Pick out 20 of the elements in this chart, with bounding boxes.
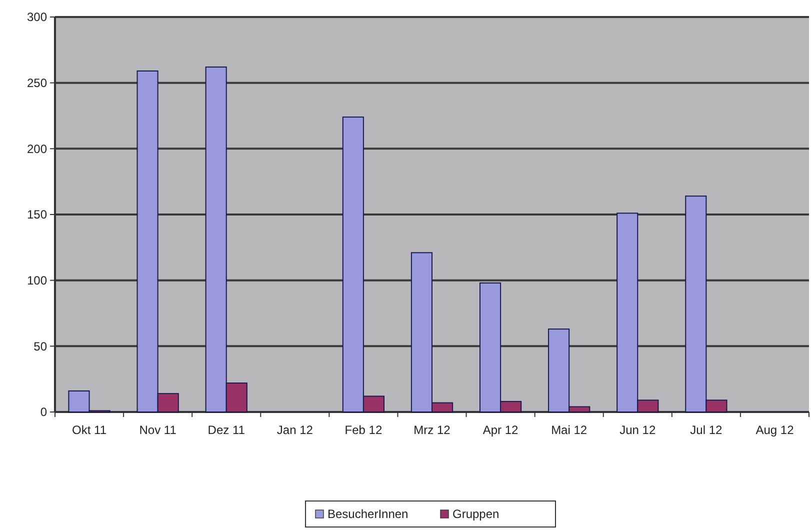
y-tick-label: 150 bbox=[26, 208, 48, 222]
x-tick-label: Jun 12 bbox=[620, 423, 656, 437]
x-tick-label: Jan 12 bbox=[276, 423, 314, 437]
x-tick-label: Dez 11 bbox=[208, 423, 246, 437]
x-tick-label: Feb 12 bbox=[344, 423, 382, 437]
y-tick-label: 0 bbox=[40, 405, 48, 420]
y-tick-label: 100 bbox=[26, 274, 48, 288]
x-tick-label: Mrz 12 bbox=[414, 423, 451, 437]
y-tick-label: 300 bbox=[26, 10, 48, 24]
y-tick-label: 250 bbox=[26, 76, 48, 90]
x-tick-label: Apr 12 bbox=[482, 423, 519, 437]
x-tick-label: Aug 12 bbox=[756, 423, 794, 437]
x-tick-label: Jul 12 bbox=[690, 423, 723, 437]
legend-label: Gruppen bbox=[452, 507, 500, 521]
x-tick-label: Okt 11 bbox=[72, 423, 107, 437]
legend-label: BesucherInnen bbox=[328, 507, 408, 521]
x-tick-label: Nov 11 bbox=[139, 423, 177, 437]
y-tick-label: 200 bbox=[26, 142, 48, 156]
x-tick-label: Mai 12 bbox=[551, 423, 588, 437]
y-tick-label: 50 bbox=[34, 339, 48, 354]
